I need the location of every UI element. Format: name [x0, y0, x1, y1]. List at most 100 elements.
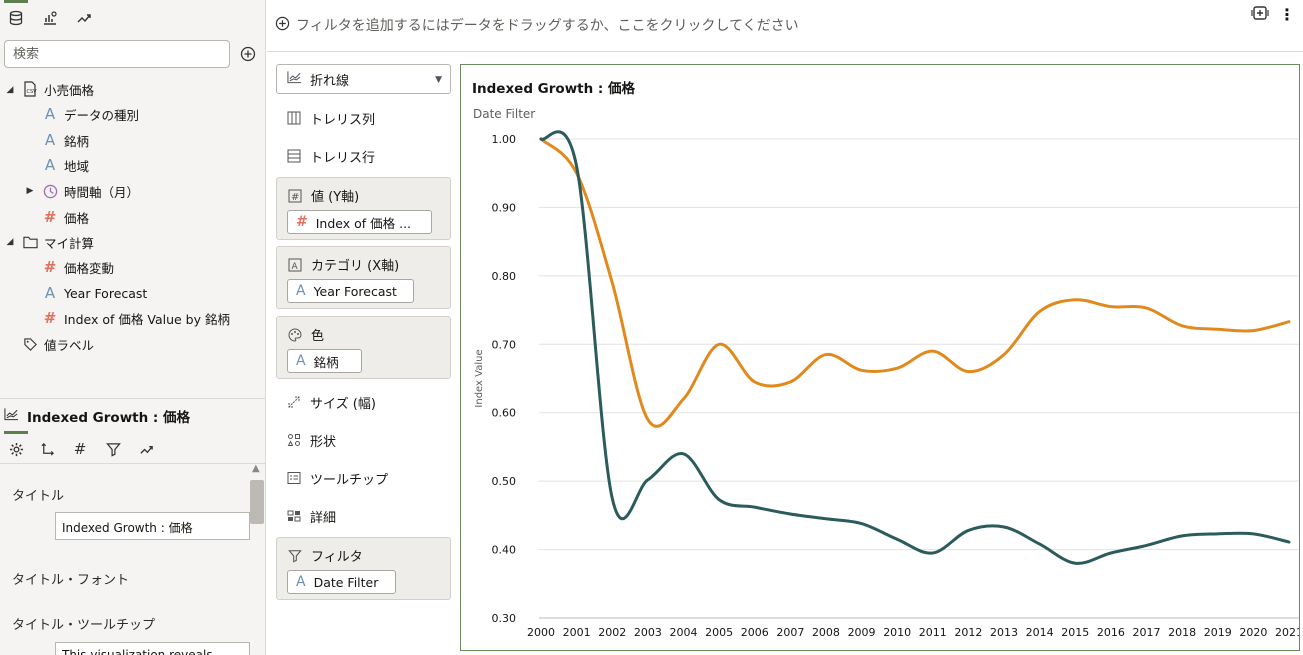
x-tick-label: 2004	[669, 626, 697, 639]
dataset-file-icon: CSV	[22, 81, 38, 97]
data-point	[823, 516, 828, 521]
tree-item-price[interactable]: # 価格	[42, 206, 89, 228]
filter-bar-actions: ⋮	[1251, 4, 1295, 26]
x-tick-label: 2021	[1275, 626, 1299, 639]
data-point	[1180, 323, 1185, 328]
category-drop-zone[interactable]: A カテゴリ (X軸) A Year Forecast	[276, 246, 451, 309]
filter-label: フィルタ	[311, 550, 363, 565]
database-icon[interactable]	[4, 0, 28, 30]
values-pill-label: Index of 価格 ...	[315, 215, 412, 231]
detail-row[interactable]: 詳細	[276, 505, 451, 527]
tree-item-year-forecast[interactable]: A Year Forecast	[42, 282, 147, 304]
plus-circle-icon	[275, 16, 290, 35]
tree-value-labels[interactable]: 値ラベル	[22, 333, 94, 355]
add-filter-text: フィルタを追加するにはデータをドラッグするか、ここをクリックしてください	[296, 18, 799, 34]
data-point	[1002, 352, 1007, 357]
tag-icon	[22, 336, 38, 352]
y-tick-label: 0.50	[492, 475, 517, 488]
title-tooltip-field[interactable]: This visualization reveals...	[55, 642, 250, 655]
values-pill[interactable]: # Index of 価格 ...	[287, 210, 432, 234]
tooltip-label: ツールチップ	[310, 472, 389, 488]
search-input[interactable]	[4, 40, 230, 68]
collapse-caret-icon[interactable]: ◢	[6, 85, 14, 95]
tooltip-row[interactable]: ツールチップ	[276, 467, 451, 489]
filter-header: フィルタ	[287, 546, 363, 565]
attribute-box-icon: A	[287, 258, 303, 272]
data-point	[1037, 542, 1042, 547]
hash-box-icon: #	[287, 189, 303, 203]
data-point	[930, 550, 935, 555]
x-tick-label: 2020	[1239, 626, 1267, 639]
tree-item-label: 価格変動	[64, 260, 115, 276]
collapse-caret-icon[interactable]: ◢	[6, 237, 14, 247]
attribute-icon: A	[44, 156, 56, 174]
shape-row[interactable]: 形状	[276, 429, 451, 451]
scroll-up-icon[interactable]: ▲	[252, 463, 260, 474]
plus-circle-icon	[240, 46, 256, 62]
tree-item-brand[interactable]: A 銘柄	[42, 129, 89, 151]
filter-drop-zone[interactable]: フィルタ A Date Filter	[276, 537, 451, 600]
data-point	[610, 280, 615, 285]
expand-caret-icon[interactable]: ▶	[26, 186, 34, 196]
add-filter-prompt[interactable]: フィルタを追加するにはデータをドラッグするか、ここをクリックしてください	[275, 15, 799, 35]
title-field[interactable]: Indexed Growth : 価格	[55, 512, 250, 540]
data-point	[823, 352, 828, 357]
tree-item-label: Year Forecast	[64, 285, 148, 301]
color-drop-zone[interactable]: 色 A 銘柄	[276, 316, 451, 379]
visualization-canvas[interactable]: 1.00 0.90 0.80 0.70 0.60 0.50 0.40 0.30 2000 2001…	[460, 64, 1300, 651]
tree-item-index-of-price[interactable]: # Index of 価格 Value by 銘柄	[42, 307, 230, 329]
trellis-rows-row[interactable]: トレリス行	[276, 145, 451, 167]
series-line-1	[539, 130, 1291, 565]
filter-pill[interactable]: A Date Filter	[287, 570, 396, 594]
viz-type-select[interactable]: 折れ線 ▼	[276, 64, 451, 94]
analytics-icon[interactable]	[134, 437, 158, 461]
tree-item-price-change[interactable]: # 価格変動	[42, 256, 114, 278]
search-row	[4, 40, 262, 68]
trellis-columns-row[interactable]: トレリス列	[276, 107, 451, 129]
data-point	[681, 451, 686, 456]
color-pill[interactable]: A 銘柄	[287, 349, 362, 373]
number-format-icon[interactable]: #	[73, 440, 87, 458]
data-point	[1073, 297, 1078, 302]
chart-subtitle: Date Filter	[473, 107, 536, 121]
x-tick-label: 2001	[563, 626, 591, 639]
x-tick-label: 2011	[919, 626, 947, 639]
y-axis-title: Index Value	[474, 349, 485, 407]
data-point	[966, 528, 971, 533]
tree-dataset[interactable]: CSV 小売価格	[22, 78, 94, 100]
analytics-icon[interactable]	[72, 6, 96, 30]
attribute-icon: A	[44, 105, 56, 123]
tree-item-time[interactable]: 時間軸（月）	[42, 180, 139, 202]
x-tick-label: 2018	[1168, 626, 1196, 639]
category-pill[interactable]: A Year Forecast	[287, 279, 414, 303]
more-options-icon[interactable]: ⋮	[1279, 5, 1295, 24]
data-point	[752, 379, 757, 384]
values-label: 値 (Y軸)	[311, 190, 360, 205]
attribute-icon: A	[296, 283, 306, 299]
title-font-label: タイトル・フォント	[12, 573, 130, 588]
tree-my-calculations[interactable]: マイ計算	[22, 231, 94, 253]
size-row[interactable]: サイズ (幅)	[276, 391, 451, 413]
svg-text:A: A	[292, 262, 299, 272]
visualizations-icon[interactable]	[38, 6, 62, 30]
tree-item-label: 価格	[64, 210, 90, 226]
filter-icon[interactable]	[101, 437, 125, 461]
data-point	[788, 379, 793, 384]
tree-item-data-type[interactable]: A データの種別	[42, 103, 139, 125]
gear-icon[interactable]	[4, 431, 28, 461]
data-point	[859, 521, 864, 526]
values-drop-zone[interactable]: # 値 (Y軸) # Index of 価格 ...	[276, 177, 451, 240]
tree-item-region[interactable]: A 地域	[42, 154, 89, 176]
data-point	[1002, 524, 1007, 529]
line-chart[interactable]: 1.00 0.90 0.80 0.70 0.60 0.50 0.40 0.30 2000 2001…	[461, 65, 1299, 650]
data-point	[895, 366, 900, 371]
filter-pill-label: Date Filter	[313, 574, 379, 590]
data-point	[681, 397, 686, 402]
add-data-button[interactable]	[238, 44, 258, 64]
x-tick-label: 2003	[634, 626, 662, 639]
properties-scrollbar[interactable]	[250, 480, 264, 524]
tooltip-icon	[286, 471, 302, 485]
data-point	[574, 164, 579, 169]
auto-apply-icon[interactable]	[1251, 4, 1269, 26]
axis-icon[interactable]	[35, 437, 59, 461]
